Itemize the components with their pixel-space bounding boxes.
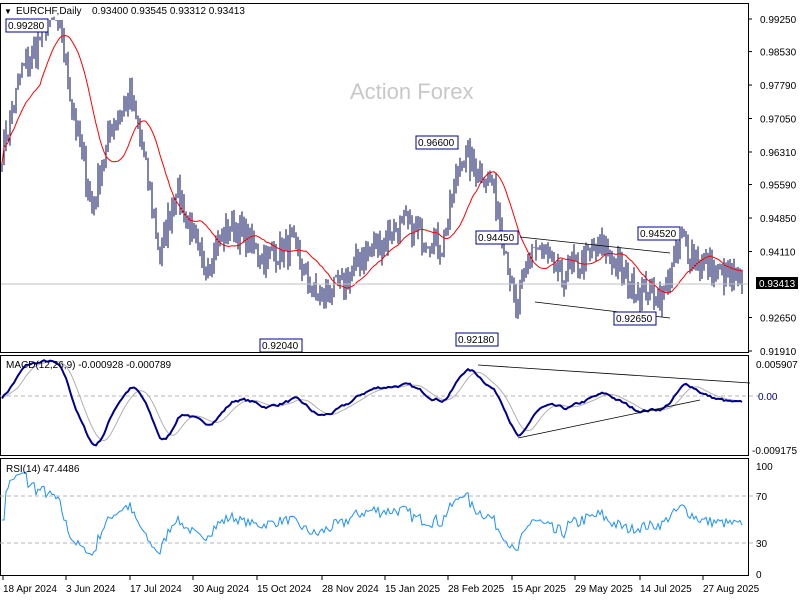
date-tick-label: 30 Aug 2024 — [193, 584, 250, 595]
price-tick-label: 0.94850 — [760, 214, 797, 225]
date-tick-label: 28 Nov 2024 — [322, 584, 379, 595]
date-tick-label: 18 Apr 2024 — [3, 584, 57, 595]
macd-tick-bottom: -0.009175 — [752, 446, 797, 457]
date-tick-label: 15 Oct 2024 — [257, 584, 312, 595]
date-tick-label: 14 Jul 2025 — [640, 584, 692, 595]
price-annotation: 0.92180 — [458, 335, 495, 346]
price-tick-label: 0.98530 — [760, 48, 797, 59]
price-annotation: 0.92650 — [616, 314, 653, 325]
price-tick-label: 0.95590 — [760, 181, 797, 192]
macd-signal-line — [1, 361, 743, 442]
price-tick-label: 0.94110 — [760, 247, 796, 258]
price-annotation-box — [613, 311, 657, 326]
price-tick-label: 0.97050 — [760, 115, 797, 126]
macd-line — [1, 359, 743, 447]
price-bars — [1, 16, 743, 319]
date-tick-label: 15 Jan 2025 — [385, 584, 440, 595]
price-tick-label: 0.96310 — [760, 148, 797, 159]
last-price-box — [756, 277, 798, 290]
price-annotation-box — [455, 332, 499, 347]
ohlc-values: 0.93400 0.93545 0.93312 0.93413 — [92, 6, 245, 17]
date-tick-label: 27 Aug 2025 — [703, 584, 760, 595]
moving-average-line — [1, 35, 743, 294]
rsi-label: RSI(14) 47.4486 — [6, 464, 80, 475]
macd-panel — [0, 355, 749, 456]
macd-tick-zero: 0.00 — [758, 392, 778, 403]
price-tick-label: 0.99250 — [760, 15, 797, 26]
price-annotation: 0.94520 — [640, 229, 677, 240]
price-annotation: 0.99280 — [8, 21, 45, 32]
rsi-tick-70: 70 — [756, 492, 768, 503]
rsi-panel — [0, 458, 749, 576]
macd-trendline-lower — [517, 399, 701, 439]
rsi-line — [2, 471, 743, 556]
price-annotation-box — [475, 230, 519, 245]
date-tick-label: 15 Apr 2025 — [512, 584, 566, 595]
rsi-tick-30: 30 — [756, 539, 768, 550]
macd-tick-top: 0.005907 — [756, 360, 798, 371]
last-price-label: 0.93413 — [759, 279, 796, 290]
symbol-label: EURCHF,Daily — [16, 6, 82, 17]
collapse-icon[interactable]: ▼ — [4, 7, 12, 16]
price-tick-label: 0.91910 — [760, 347, 797, 358]
price-annotation: 0.96600 — [418, 138, 455, 149]
rsi-tick-100: 100 — [756, 462, 773, 473]
date-tick-label: 29 May 2025 — [575, 584, 633, 595]
macd-trendline-upper — [477, 364, 751, 384]
trendline-upper — [519, 236, 671, 254]
main-panel — [0, 3, 749, 353]
macd-label: MACD(12,26,9) -0.000928 -0.000789 — [6, 360, 172, 371]
price-annotation-box — [5, 18, 49, 33]
price-annotation-box — [415, 135, 459, 150]
price-tick-label: 0.97790 — [760, 81, 797, 92]
price-annotation: 0.94450 — [478, 233, 515, 244]
price-annotation-box — [637, 226, 681, 241]
date-tick-label: 17 Jul 2024 — [130, 584, 182, 595]
watermark: Action Forex — [350, 79, 474, 104]
rsi-tick-0: 0 — [756, 570, 762, 581]
date-tick-label: 3 Jun 2024 — [66, 584, 116, 595]
price-tick-label: 0.92650 — [760, 314, 797, 325]
price-annotation: 0.92040 — [262, 341, 299, 352]
date-tick-label: 28 Feb 2025 — [448, 584, 505, 595]
